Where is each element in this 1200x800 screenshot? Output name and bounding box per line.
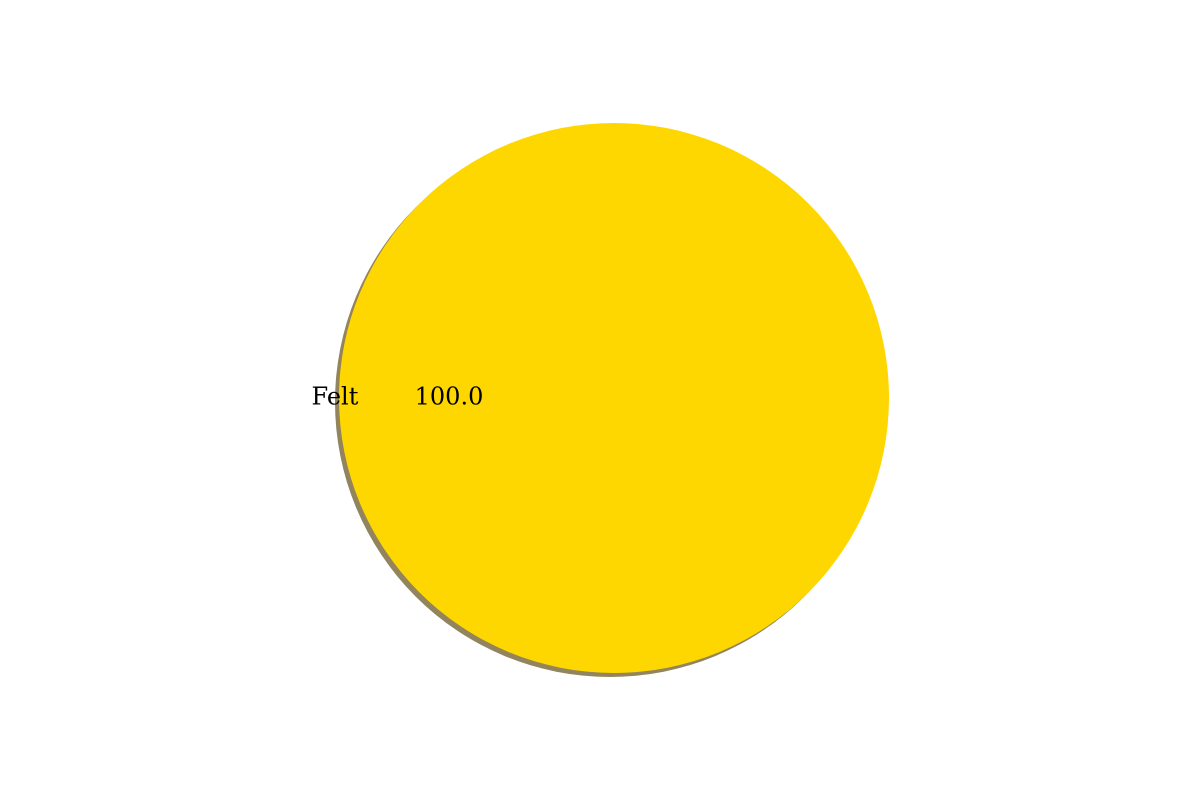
pie-slice [339, 123, 889, 673]
slice-category-label: Felt [312, 383, 359, 411]
slice-value-label: 100.0 [415, 383, 484, 411]
pie-labels: Felt 100.0 [312, 383, 484, 411]
pie-slices [335, 123, 889, 677]
